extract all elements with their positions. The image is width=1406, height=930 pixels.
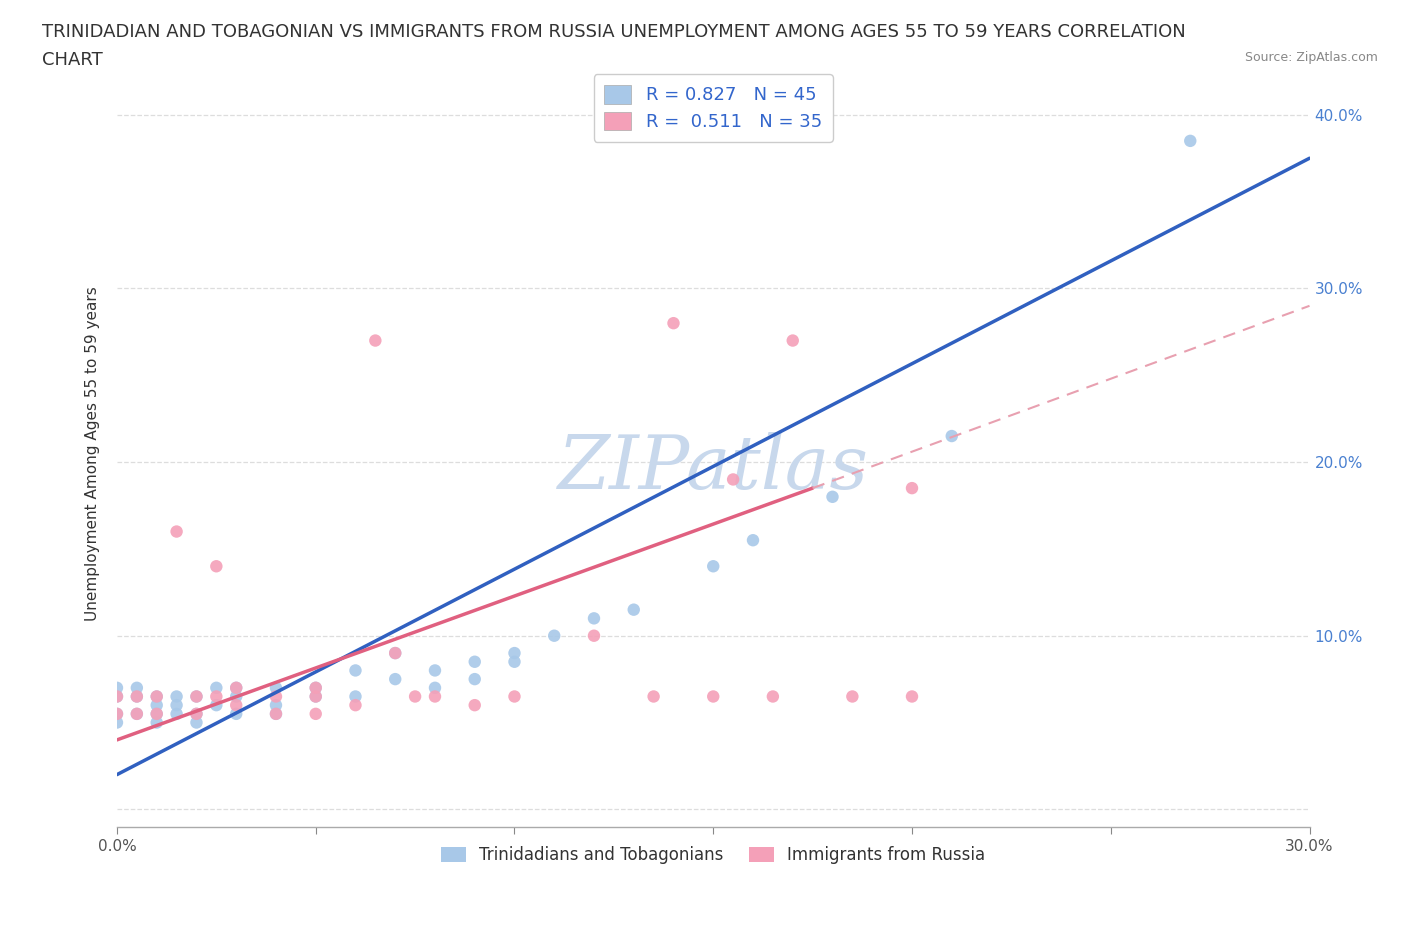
Point xyxy=(225,689,247,704)
Point xyxy=(702,559,724,574)
Point xyxy=(503,689,526,704)
Point xyxy=(225,681,247,696)
Point xyxy=(305,681,328,696)
Point xyxy=(125,707,148,722)
Point xyxy=(543,629,565,644)
Point xyxy=(205,681,228,696)
Point xyxy=(503,655,526,670)
Point xyxy=(1180,133,1202,148)
Point xyxy=(762,689,785,704)
Point xyxy=(264,707,287,722)
Point xyxy=(205,698,228,712)
Point xyxy=(344,698,367,712)
Point xyxy=(423,681,446,696)
Point xyxy=(782,333,804,348)
Point xyxy=(305,689,328,704)
Point xyxy=(305,689,328,704)
Text: Source: ZipAtlas.com: Source: ZipAtlas.com xyxy=(1244,51,1378,64)
Point xyxy=(264,698,287,712)
Point xyxy=(384,671,406,686)
Point xyxy=(305,681,328,696)
Point xyxy=(464,698,486,712)
Point xyxy=(145,689,167,704)
Point xyxy=(305,707,328,722)
Point xyxy=(264,707,287,722)
Point xyxy=(404,689,426,704)
Point xyxy=(364,333,387,348)
Text: CHART: CHART xyxy=(42,51,103,69)
Point xyxy=(145,707,167,722)
Point xyxy=(423,689,446,704)
Point xyxy=(105,689,128,704)
Point xyxy=(145,715,167,730)
Point xyxy=(264,681,287,696)
Point xyxy=(702,689,724,704)
Point xyxy=(225,698,247,712)
Point xyxy=(186,689,208,704)
Point xyxy=(186,689,208,704)
Legend: Trinidadians and Tobagonians, Immigrants from Russia: Trinidadians and Tobagonians, Immigrants… xyxy=(434,839,993,870)
Point xyxy=(125,689,148,704)
Point xyxy=(841,689,863,704)
Point xyxy=(901,689,924,704)
Point xyxy=(941,429,963,444)
Point xyxy=(384,645,406,660)
Point xyxy=(145,707,167,722)
Point xyxy=(145,698,167,712)
Point xyxy=(125,707,148,722)
Point xyxy=(125,681,148,696)
Point xyxy=(186,707,208,722)
Point xyxy=(582,611,605,626)
Point xyxy=(464,655,486,670)
Point xyxy=(901,481,924,496)
Point xyxy=(166,525,188,539)
Point xyxy=(742,533,765,548)
Point xyxy=(105,689,128,704)
Point xyxy=(166,707,188,722)
Point xyxy=(105,715,128,730)
Point xyxy=(125,689,148,704)
Point xyxy=(344,689,367,704)
Point xyxy=(105,707,128,722)
Point xyxy=(186,707,208,722)
Point xyxy=(643,689,665,704)
Point xyxy=(105,707,128,722)
Point xyxy=(662,316,685,331)
Text: ZIPatlas: ZIPatlas xyxy=(558,432,869,505)
Point xyxy=(225,681,247,696)
Point xyxy=(105,681,128,696)
Point xyxy=(464,671,486,686)
Point xyxy=(582,629,605,644)
Point xyxy=(503,645,526,660)
Point xyxy=(721,472,744,487)
Point xyxy=(205,689,228,704)
Point xyxy=(186,715,208,730)
Point xyxy=(344,663,367,678)
Text: TRINIDADIAN AND TOBAGONIAN VS IMMIGRANTS FROM RUSSIA UNEMPLOYMENT AMONG AGES 55 : TRINIDADIAN AND TOBAGONIAN VS IMMIGRANTS… xyxy=(42,23,1185,41)
Point xyxy=(623,603,645,618)
Point xyxy=(225,707,247,722)
Point xyxy=(166,698,188,712)
Point xyxy=(264,689,287,704)
Point xyxy=(384,645,406,660)
Point xyxy=(166,689,188,704)
Point xyxy=(821,489,844,504)
Y-axis label: Unemployment Among Ages 55 to 59 years: Unemployment Among Ages 55 to 59 years xyxy=(86,286,100,621)
Point xyxy=(423,663,446,678)
Point xyxy=(145,689,167,704)
Point xyxy=(205,559,228,574)
